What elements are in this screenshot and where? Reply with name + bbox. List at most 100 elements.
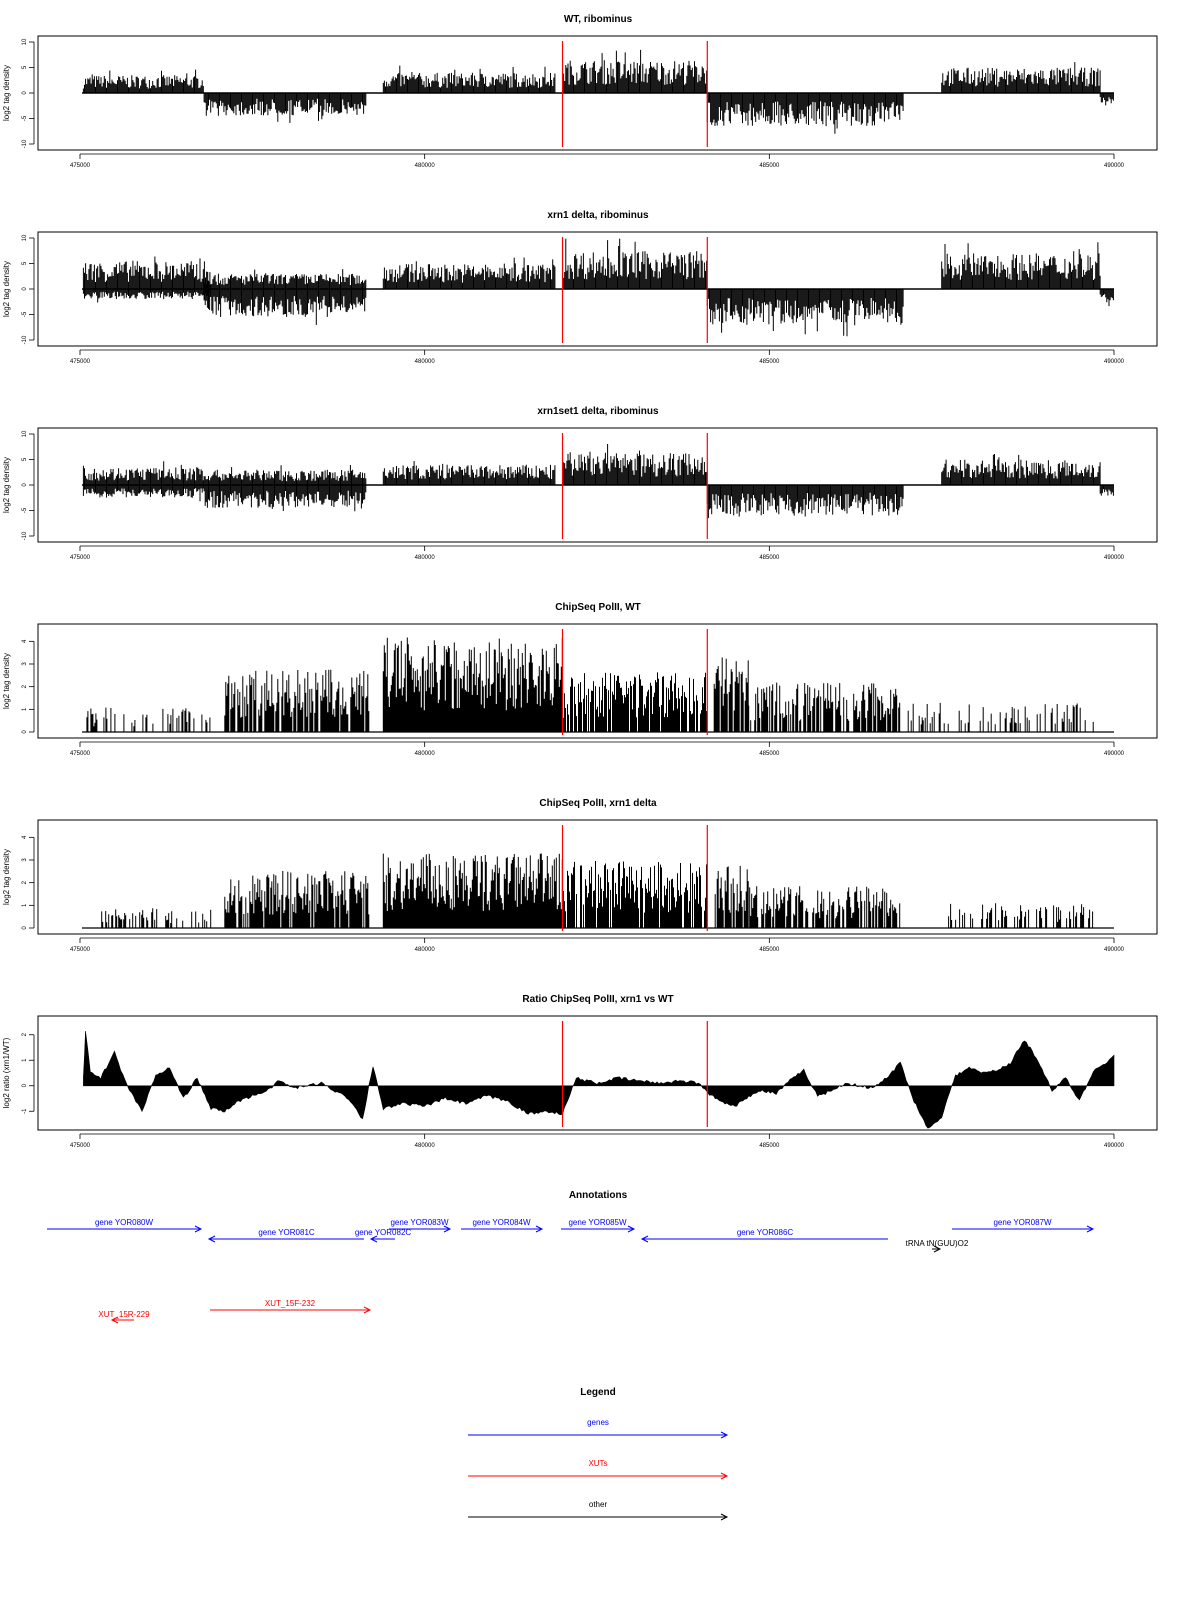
annotation-gene-yor085w: gene YOR085W [561,1218,636,1233]
plot-frame [37,35,1158,151]
signal-segment-9 [1099,289,1114,307]
y-tick-label: 3 [22,858,28,862]
signal-segment-2 [203,93,367,123]
density-segment-1 [86,707,211,732]
y-axis: 0 1 2 3 4 [22,639,35,734]
chart-panel-5: ChipSeq PolII, xrn1 delta 475000 480000 485… [2,798,1158,953]
legend-title: Legend [580,1387,616,1398]
annotation-xut-15r-229: XUT_15R-229 [98,1310,150,1324]
annotation-xut-15f-232: XUT_15F-232 [210,1299,372,1314]
y-axis-label: log2 tag density [2,457,11,513]
density-segment-6 [749,886,901,928]
feature-label: gene YOR086C [737,1228,794,1237]
signal-segment-6 [941,62,1101,93]
x-axis: 475000 480000 485000 490000 [70,937,1125,953]
signal-segment-3 [203,289,367,325]
density-segment-7 [948,903,1094,928]
y-axis: -10 -5 0 5 10 [22,38,35,148]
chart-panel-4: ChipSeq PolII, WT 475000 480000 485000 49000… [2,602,1158,757]
signal-segment-6 [562,444,708,485]
plot-frame [37,1015,1158,1131]
feature-arrowhead [369,1235,378,1243]
x-tick-label: 485000 [759,751,780,757]
legend-item-genes: genes [468,1418,729,1439]
x-tick-label: 490000 [1104,751,1125,757]
density-segment-1 [101,908,212,928]
feature-label: gene YOR083W [390,1218,449,1227]
signal-segment-6 [562,238,708,289]
feature-arrowhead [933,1245,942,1253]
signal-segment-4 [203,269,367,289]
chart-panel-6: Ratio ChipSeq PolII, xrn1 vs WT 475000 480… [2,994,1158,1149]
annotation-gene-yor082c: gene YOR082C [355,1228,412,1243]
signal-segment-8 [941,242,1101,289]
y-tick-label: 4 [22,835,28,839]
chart-title: xrn1 delta, ribominus [547,210,649,221]
x-tick-label: 475000 [70,359,91,365]
signal-segment-5 [382,257,556,289]
signal-segment-3 [382,65,556,93]
plot-frame [37,427,1158,543]
feature-arrowhead [110,1316,119,1324]
annotation-gene-yor087w: gene YOR087W [952,1218,1095,1233]
x-tick-label: 475000 [70,1143,91,1149]
x-tick-label: 485000 [759,359,780,365]
density-segment-6 [748,682,901,732]
x-tick-label: 490000 [1104,555,1125,561]
signal-segment-7 [706,485,904,519]
y-axis: -1 0 1 2 [22,1032,35,1114]
plot-frame [37,231,1158,347]
y-tick-label: -10 [22,531,28,540]
x-axis: 475000 480000 485000 490000 [70,1133,1125,1149]
feature-label: gene YOR082C [355,1228,412,1237]
signal-segment-4 [562,49,708,93]
y-tick-label: 5 [22,457,28,461]
feature-label: XUT_15F-232 [265,1299,316,1308]
legend-item-xuts: XUTs [468,1459,729,1480]
y-axis: 0 1 2 3 4 [22,835,35,930]
y-tick-label: 0 [22,483,28,487]
y-tick-label: -10 [22,139,28,148]
chart-panel-1: WT, ribominus 475000 480000 485000 490000 -10… [2,14,1158,169]
y-tick-label: 5 [22,261,28,265]
feature-label: gene YOR081C [258,1228,315,1237]
feature-label: tRNA tN(GUU)O2 [906,1239,969,1248]
y-tick-label: -10 [22,335,28,344]
y-axis-label: log2 tag density [2,849,11,905]
density-segment-7 [907,702,1094,732]
x-tick-label: 485000 [759,947,780,953]
data-series [82,853,1114,929]
y-tick-label: 1 [22,707,28,711]
x-tick-label: 480000 [415,1143,436,1149]
density-segment-4 [562,861,707,928]
legend-label: genes [587,1418,609,1427]
y-tick-label: -5 [22,507,28,513]
x-tick-label: 490000 [1104,1143,1125,1149]
legend-label: other [589,1500,608,1509]
legend-items: genes XUTs other [468,1418,729,1521]
signal-segment-7 [706,289,904,337]
data-series [82,637,1114,733]
density-segment-4 [562,672,707,732]
feature-arrowhead [443,1225,452,1233]
annotation-gene-yor080w: gene YOR080W [47,1218,203,1233]
annotation-gene-yor083w: gene YOR083W [389,1218,452,1233]
density-segment-3 [382,853,563,928]
feature-label: gene YOR087W [993,1218,1052,1227]
y-tick-label: 0 [22,1083,28,1087]
y-tick-label: 10 [22,430,28,437]
x-tick-label: 480000 [415,947,436,953]
chart-title: ChipSeq PolII, WT [555,602,641,613]
annotations-track: Annotations gene YOR080W gene YOR081C gene… [47,1190,1095,1324]
density-segment-2 [224,669,370,732]
y-axis: -10 -5 0 5 10 [22,234,35,344]
data-series [82,444,1114,519]
legend-item-other: other [468,1500,729,1521]
signal-segment-9 [1099,485,1114,496]
signal-segment-1 [82,461,204,485]
feature-arrowhead [363,1306,372,1314]
feature-arrowhead [640,1235,649,1243]
feature-arrowhead [627,1225,636,1233]
